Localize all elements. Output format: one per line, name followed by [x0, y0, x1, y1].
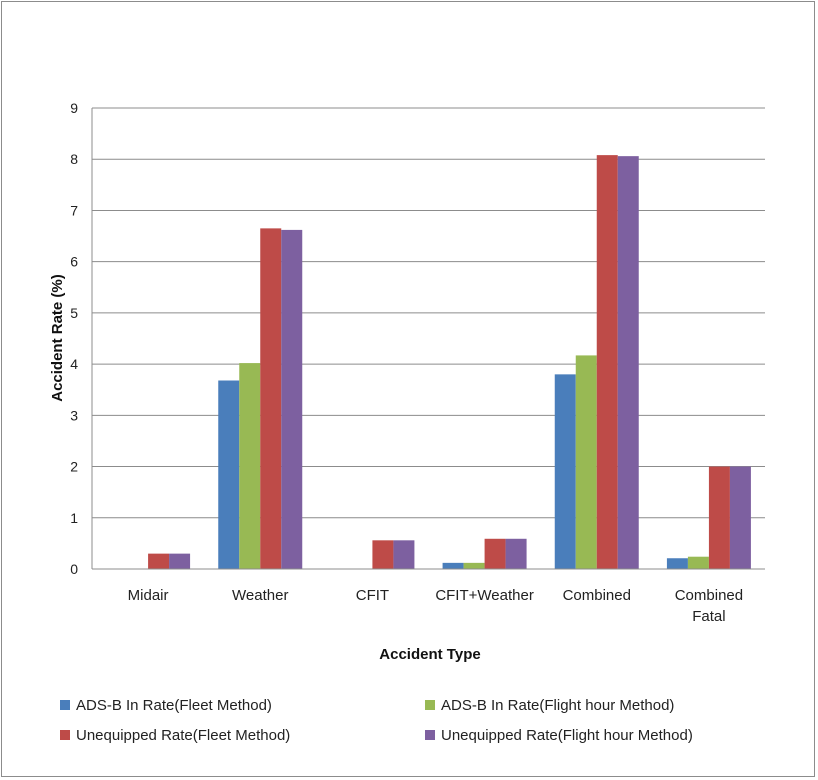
bar [575, 355, 597, 569]
y-tick-label: 6 [70, 254, 78, 270]
bar [260, 228, 282, 569]
bar [372, 540, 394, 569]
legend-swatch [60, 700, 70, 710]
bar [666, 558, 688, 569]
x-tick-label: Combined [563, 587, 631, 604]
y-axis-ticks: 0 1 2 3 4 5 6 7 8 9 [70, 100, 78, 577]
bar [505, 538, 527, 569]
bar [463, 562, 485, 569]
y-tick-label: 8 [70, 151, 78, 167]
y-tick-label: 3 [70, 407, 78, 423]
legend-label: Unequipped Rate(Flight hour Method) [441, 727, 693, 744]
bar [687, 556, 709, 569]
legend-label: ADS-B In Rate(Fleet Method) [76, 697, 272, 714]
bar [281, 229, 303, 570]
y-tick-label: 7 [70, 202, 78, 218]
bar [239, 363, 261, 569]
y-axis-title: Accident Rate (%) [49, 274, 66, 402]
bar [148, 553, 170, 569]
x-tick-label: Combined [675, 587, 743, 604]
y-tick-label: 0 [70, 561, 78, 577]
bar [729, 466, 751, 569]
bar [169, 553, 191, 569]
bar [554, 374, 576, 569]
x-axis-title: Accident Type [379, 646, 480, 663]
legend-swatch [425, 700, 435, 710]
bars [148, 155, 751, 570]
x-tick-label: CFIT+Weather [435, 587, 534, 604]
bar [393, 540, 415, 569]
legend-swatch [60, 730, 70, 740]
bar [442, 562, 464, 569]
bar [484, 538, 506, 569]
legend-label: Unequipped Rate(Fleet Method) [76, 727, 290, 744]
y-tick-label: 1 [70, 510, 78, 526]
legend: ADS-B In Rate(Fleet Method) ADS-B In Rate… [60, 697, 693, 744]
bar [596, 155, 618, 569]
y-tick-label: 9 [70, 100, 78, 116]
x-tick-label: Weather [232, 587, 288, 604]
x-tick-label: CFIT [356, 587, 389, 604]
bar [617, 156, 639, 569]
legend-label: ADS-B In Rate(Flight hour Method) [441, 697, 674, 714]
x-tick-label: Fatal [692, 608, 725, 625]
y-tick-label: 4 [70, 356, 78, 372]
x-tick-label: Midair [128, 587, 169, 604]
legend-swatch [425, 730, 435, 740]
y-tick-label: 5 [70, 305, 78, 321]
x-axis-categories: Midair Weather CFIT CFIT+Weather Combined Com… [128, 587, 743, 625]
bar [218, 380, 240, 569]
bar [708, 466, 730, 569]
y-tick-label: 2 [70, 459, 78, 475]
gridlines [92, 107, 765, 519]
